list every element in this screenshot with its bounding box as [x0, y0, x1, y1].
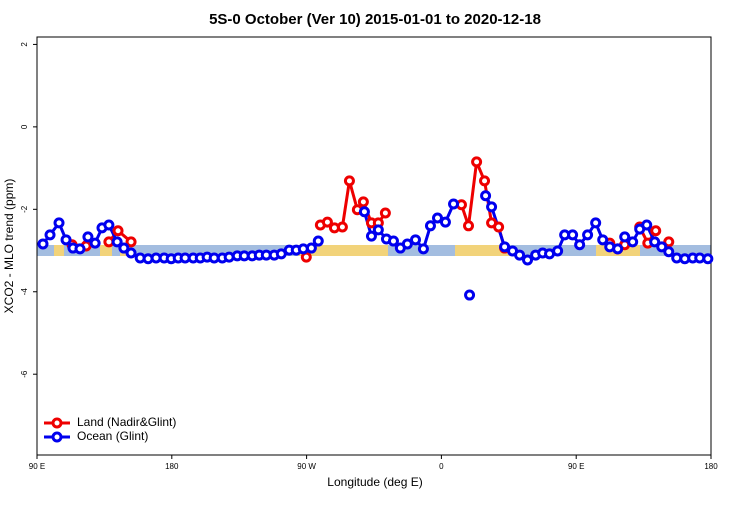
data-point [464, 289, 476, 301]
y-tick-label: -2 [20, 205, 29, 213]
data-point [650, 225, 662, 237]
data-point [89, 237, 101, 249]
data-point [612, 243, 624, 255]
y-tick-label: 2 [20, 42, 29, 47]
data-point [336, 221, 348, 233]
data-point [627, 236, 639, 248]
data-point [574, 239, 586, 251]
data-point [365, 230, 377, 242]
data-point [74, 243, 86, 255]
data-point [343, 175, 355, 187]
data-point [493, 221, 505, 233]
chart-title: 5S-0 October (Ver 10) 2015-01-01 to 2020… [209, 11, 541, 28]
data-point [424, 220, 436, 232]
y-tick-label: 0 [20, 124, 29, 129]
data-point [619, 231, 631, 243]
data-point [125, 247, 137, 259]
legend-label: Ocean (Glint) [77, 429, 148, 443]
data-point [60, 234, 72, 246]
x-tick-label: 180 [165, 462, 179, 471]
data-point [499, 241, 511, 253]
data-point [479, 175, 491, 187]
data-point [552, 245, 564, 257]
data-point [321, 216, 333, 228]
data-point [401, 238, 413, 250]
data-point [663, 246, 675, 258]
data-point [125, 236, 137, 248]
y-tick-label: -4 [20, 288, 29, 296]
data-point [432, 212, 444, 224]
legend-label: Land (Nadir&Glint) [77, 415, 176, 429]
data-point [597, 234, 609, 246]
data-point [448, 198, 460, 210]
data-point [590, 217, 602, 229]
y-axis-label: XCO2 - MLO trend (ppm) [2, 179, 16, 314]
data-point [514, 249, 526, 261]
x-axis-label: Longitude (deg E) [327, 475, 422, 489]
x-tick-label: 180 [704, 462, 718, 471]
data-point [471, 156, 483, 168]
data-point [663, 236, 675, 248]
x-tick-label: 0 [439, 462, 444, 471]
data-point [409, 234, 421, 246]
land-strip [100, 245, 112, 256]
data-point [480, 190, 492, 202]
data-point [641, 219, 653, 231]
x-tick-label: 90 W [297, 462, 316, 471]
data-point [656, 241, 668, 253]
land-strip [455, 245, 510, 256]
data-point [103, 219, 115, 231]
plot-frame [36, 36, 712, 456]
x-tick-label: 90 E [568, 462, 584, 471]
land-strip [54, 245, 64, 256]
data-point [379, 207, 391, 219]
data-point [53, 217, 65, 229]
data-point [567, 229, 579, 241]
data-point [417, 243, 429, 255]
data-point [649, 236, 661, 248]
data-point [357, 196, 369, 208]
data-point [112, 225, 124, 237]
data-point [486, 201, 498, 213]
data-point [439, 216, 451, 228]
data-point [522, 254, 534, 266]
y-tick-label: -6 [20, 370, 29, 378]
data-point [312, 235, 324, 247]
land-strip [298, 245, 388, 256]
data-point [387, 235, 399, 247]
data-point [358, 206, 370, 218]
legend-marker [51, 431, 63, 443]
data-point [44, 229, 56, 241]
data-point [702, 253, 714, 265]
data-point [118, 242, 130, 254]
data-point [82, 231, 94, 243]
data-point [463, 220, 475, 232]
x-tick-label: 90 E [29, 462, 45, 471]
data-point [372, 224, 384, 236]
data-point [37, 238, 49, 250]
data-point [582, 229, 594, 241]
legend-marker [51, 417, 63, 429]
data-point [111, 236, 123, 248]
data-point [305, 242, 317, 254]
